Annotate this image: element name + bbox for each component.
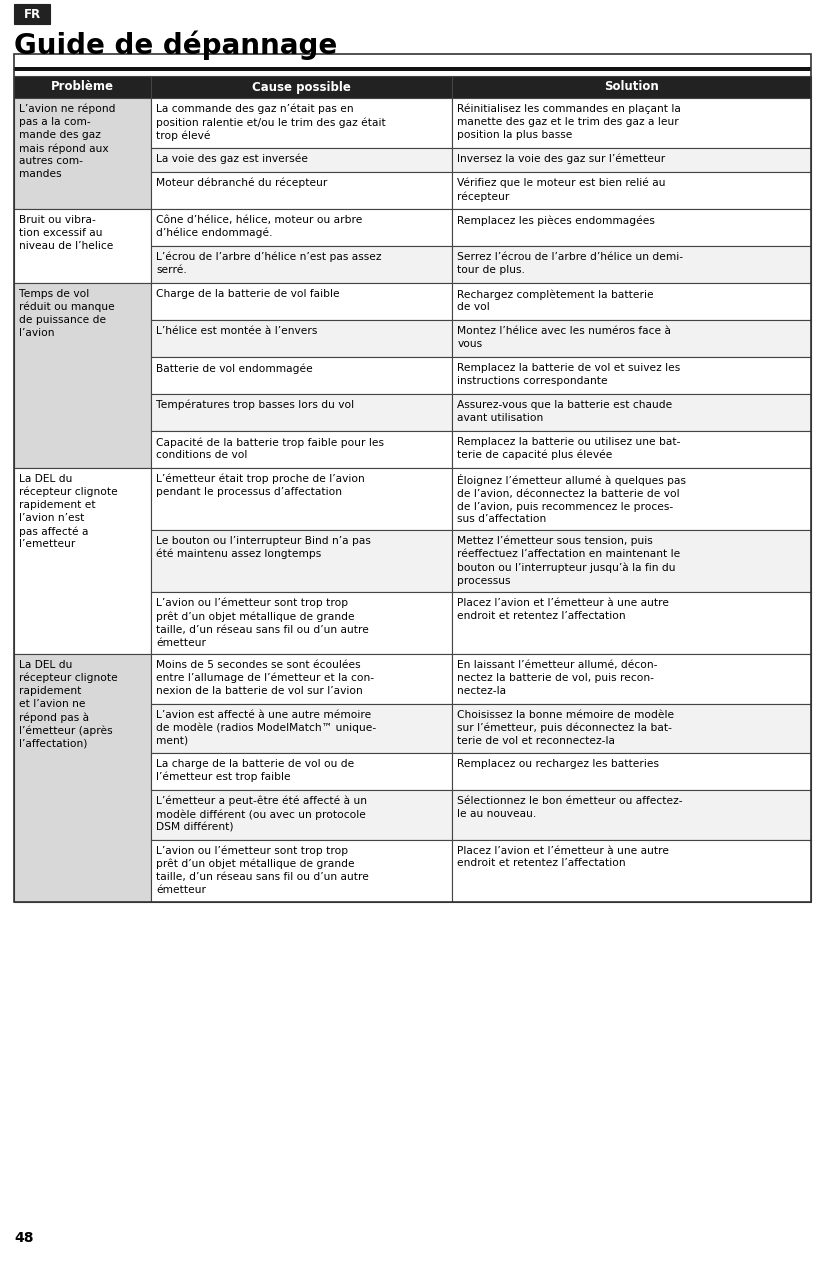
Bar <box>452 357 811 394</box>
Text: Sélectionnez le bon émetteur ou affectez-
le au nouveau.: Sélectionnez le bon émetteur ou affectez… <box>457 796 683 819</box>
Text: Assurez-vous que la batterie est chaude
avant utilisation: Assurez-vous que la batterie est chaude … <box>457 400 672 423</box>
Bar <box>151 357 452 394</box>
Bar <box>452 839 811 901</box>
Text: Vérifiez que le moteur est bien relié au
récepteur: Vérifiez que le moteur est bien relié au… <box>457 179 666 201</box>
Text: L’avion est affecté à une autre mémoire
de modèle (radios ModelMatch™ unique-
me: L’avion est affecté à une autre mémoire … <box>156 709 376 746</box>
Bar <box>151 468 452 530</box>
Text: Temps de vol
réduit ou manque
de puissance de
l’avion: Temps de vol réduit ou manque de puissan… <box>19 289 115 338</box>
Text: Cône d’hélice, hélice, moteur ou arbre
d’hélice endommagé.: Cône d’hélice, hélice, moteur ou arbre d… <box>156 215 362 238</box>
Text: Remplacez la batterie de vol et suivez les
instructions correspondante: Remplacez la batterie de vol et suivez l… <box>457 363 681 386</box>
Text: Inversez la voie des gaz sur l’émetteur: Inversez la voie des gaz sur l’émetteur <box>457 153 666 164</box>
Bar <box>452 148 811 172</box>
Bar <box>151 394 452 431</box>
Text: Montez l’hélice avec les numéros face à
vous: Montez l’hélice avec les numéros face à … <box>457 326 672 349</box>
Text: La charge de la batterie de vol ou de
l’émetteur est trop faible: La charge de la batterie de vol ou de l’… <box>156 759 354 783</box>
Bar <box>151 320 452 357</box>
Text: La voie des gaz est inversée: La voie des gaz est inversée <box>156 153 308 164</box>
Bar <box>452 283 811 320</box>
Bar <box>151 76 452 98</box>
Bar <box>452 704 811 754</box>
Bar <box>452 98 811 148</box>
Bar <box>151 246 452 283</box>
Text: La DEL du
récepteur clignote
rapidement et
l’avion n’est
pas affecté a
l’emetteu: La DEL du récepteur clignote rapidement … <box>19 474 118 550</box>
Text: L’avion ou l’émetteur sont trop trop
prêt d’un objet métallique de grande
taille: L’avion ou l’émetteur sont trop trop prê… <box>156 845 369 895</box>
Bar <box>452 172 811 209</box>
Bar <box>14 76 151 98</box>
Bar <box>151 172 452 209</box>
Text: Choisissez la bonne mémoire de modèle
sur l’émetteur, puis déconnectez la bat-
t: Choisissez la bonne mémoire de modèle su… <box>457 709 675 746</box>
Text: Problème: Problème <box>51 80 114 93</box>
Text: L’avion ou l’émetteur sont trop trop
prêt d’un objet métallique de grande
taille: L’avion ou l’émetteur sont trop trop prê… <box>156 598 369 648</box>
Text: Le bouton ou l’interrupteur Bind n’a pas
été maintenu assez longtemps: Le bouton ou l’interrupteur Bind n’a pas… <box>156 536 371 560</box>
Bar <box>151 592 452 654</box>
Bar <box>14 209 151 283</box>
Text: L’émetteur a peut-être été affecté à un
modèle différent (ou avec un protocole
D: L’émetteur a peut-être été affecté à un … <box>156 796 367 833</box>
Text: En laissant l’émetteur allumé, décon-
nectez la batterie de vol, puis recon-
nec: En laissant l’émetteur allumé, décon- ne… <box>457 660 658 696</box>
Text: L’hélice est montée à l’envers: L’hélice est montée à l’envers <box>156 326 318 337</box>
Text: Capacité de la batterie trop faible pour les
conditions de vol: Capacité de la batterie trop faible pour… <box>156 437 384 460</box>
Bar <box>151 704 452 754</box>
Text: Guide de dépannage: Guide de dépannage <box>14 31 337 60</box>
Text: La commande des gaz n’était pas en
position ralentie et/ou le trim des gaz était: La commande des gaz n’était pas en posit… <box>156 105 386 142</box>
Bar <box>14 654 151 901</box>
Text: Placez l’avion et l’émetteur à une autre
endroit et retentez l’affectation: Placez l’avion et l’émetteur à une autre… <box>457 598 669 621</box>
Bar <box>452 654 811 704</box>
Bar <box>151 530 452 592</box>
Bar <box>14 68 811 70</box>
Text: Batterie de vol endommagée: Batterie de vol endommagée <box>156 363 313 374</box>
Text: Placez l’avion et l’émetteur à une autre
endroit et retentez l’affectation: Placez l’avion et l’émetteur à une autre… <box>457 845 669 868</box>
Text: FR: FR <box>23 8 40 20</box>
Text: Températures trop basses lors du vol: Températures trop basses lors du vol <box>156 400 354 411</box>
Bar <box>151 209 452 246</box>
Bar <box>452 592 811 654</box>
Bar <box>452 209 811 246</box>
Bar <box>452 76 811 98</box>
Text: 48: 48 <box>14 1230 34 1244</box>
Bar <box>452 394 811 431</box>
Text: Remplacez les pièces endommagées: Remplacez les pièces endommagées <box>457 215 655 226</box>
Bar <box>14 4 50 24</box>
Text: Moins de 5 secondes se sont écoulées
entre l’allumage de l’émetteur et la con-
n: Moins de 5 secondes se sont écoulées ent… <box>156 660 375 696</box>
Text: Remplacez la batterie ou utilisez une bat-
terie de capacité plus élevée: Remplacez la batterie ou utilisez une ba… <box>457 437 681 460</box>
Bar <box>14 283 151 468</box>
Text: Éloignez l’émetteur allumé à quelques pas
de l’avion, déconnectez la batterie de: Éloignez l’émetteur allumé à quelques pa… <box>457 474 686 524</box>
Text: Moteur débranché du récepteur: Moteur débranché du récepteur <box>156 179 328 189</box>
Bar <box>452 754 811 790</box>
Text: Mettez l’émetteur sous tension, puis
réeffectuez l’affectation en maintenant le
: Mettez l’émetteur sous tension, puis rée… <box>457 536 681 585</box>
Text: Remplacez ou rechargez les batteries: Remplacez ou rechargez les batteries <box>457 759 659 769</box>
Text: L’avion ne répond
pas a la com-
mande des gaz
mais répond aux
autres com-
mandes: L’avion ne répond pas a la com- mande de… <box>19 105 116 180</box>
Text: L’émetteur était trop proche de l’avion
pendant le processus d’affectation: L’émetteur était trop proche de l’avion … <box>156 474 365 497</box>
Text: L’écrou de l’arbre d’hélice n’est pas assez
serré.: L’écrou de l’arbre d’hélice n’est pas as… <box>156 252 382 275</box>
Bar <box>151 839 452 901</box>
Text: Serrez l’écrou de l’arbre d’hélice un demi-
tour de plus.: Serrez l’écrou de l’arbre d’hélice un de… <box>457 252 683 275</box>
Bar <box>151 98 452 148</box>
Bar <box>151 754 452 790</box>
Bar <box>151 148 452 172</box>
Text: Rechargez complètement la batterie
de vol: Rechargez complètement la batterie de vo… <box>457 289 654 312</box>
Bar <box>151 283 452 320</box>
Bar <box>14 54 811 901</box>
Bar <box>452 530 811 592</box>
Bar <box>151 790 452 839</box>
Text: Bruit ou vibra-
tion excessif au
niveau de l’helice: Bruit ou vibra- tion excessif au niveau … <box>19 215 113 251</box>
Text: Réinitialisez les commandes en plaçant la
manette des gaz et le trim des gaz a l: Réinitialisez les commandes en plaçant l… <box>457 105 681 140</box>
Bar <box>151 654 452 704</box>
Bar <box>14 468 151 654</box>
Text: Charge de la batterie de vol faible: Charge de la batterie de vol faible <box>156 289 340 300</box>
Bar <box>151 431 452 468</box>
Text: Cause possible: Cause possible <box>252 80 351 93</box>
Text: La DEL du
récepteur clignote
rapidement
et l’avion ne
répond pas à
l’émetteur (a: La DEL du récepteur clignote rapidement … <box>19 660 118 748</box>
Bar <box>452 320 811 357</box>
Bar <box>452 468 811 530</box>
Text: Solution: Solution <box>604 80 659 93</box>
Bar <box>452 790 811 839</box>
Bar <box>452 246 811 283</box>
Bar <box>14 98 151 209</box>
Bar <box>452 431 811 468</box>
